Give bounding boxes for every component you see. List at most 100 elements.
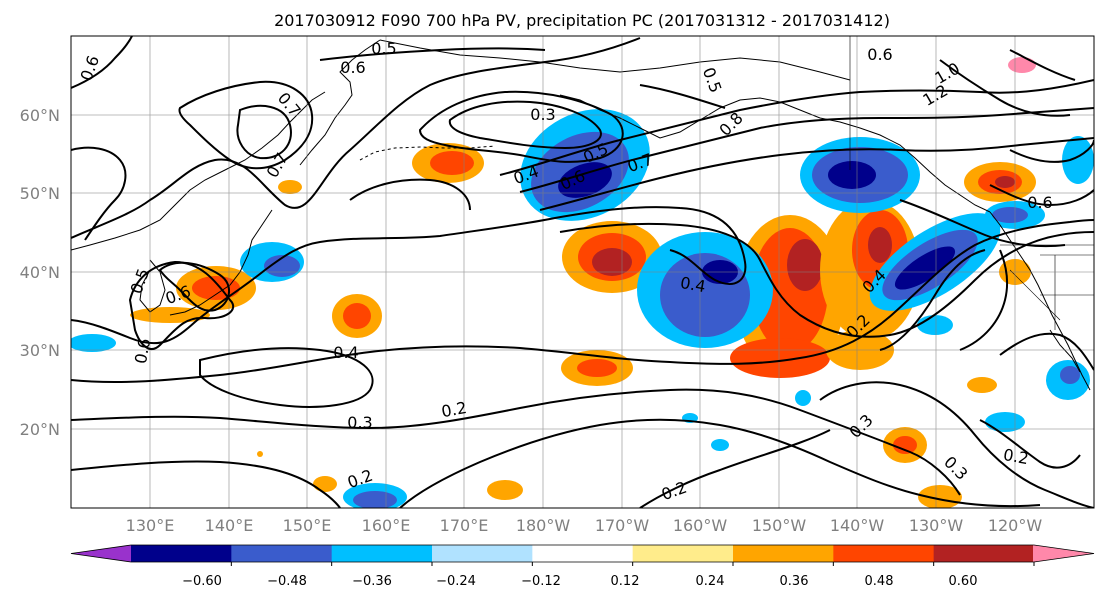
pv-contour — [979, 419, 1081, 469]
lat-label: 30°N — [20, 341, 60, 360]
map-title: 2017030912 F090 700 hPa PV, precipitatio… — [274, 11, 890, 30]
pv-contour — [1009, 139, 1094, 163]
pv-contour — [418, 90, 624, 163]
precip-positive-area — [787, 239, 823, 291]
pv-contour — [959, 249, 1009, 351]
lat-label: 60°N — [20, 106, 60, 125]
colorbar-tick-label: −0.24 — [436, 574, 476, 589]
precip-negative-area — [992, 207, 1028, 223]
precip-negative-area — [828, 161, 876, 189]
lon-label: 140°E — [205, 516, 254, 535]
colorbar-segment — [632, 545, 734, 562]
precip-negative-area — [1008, 57, 1036, 73]
pv-contour — [199, 347, 374, 408]
colorbar-tick-label: 0.48 — [865, 574, 894, 589]
lon-label: 130°E — [126, 516, 175, 535]
colorbar-tick-label: −0.36 — [352, 574, 392, 589]
lon-labels: 130°E 140°E 150°E 160°E 170°E 180°W 170°… — [126, 516, 1043, 535]
coastline-alaska — [379, 39, 851, 81]
colorbar-segment — [833, 545, 935, 562]
lon-label: 180°W — [516, 516, 571, 535]
colorbar-segment — [733, 545, 834, 562]
precip-negative-area — [353, 491, 397, 508]
borders — [849, 36, 1094, 330]
lon-label: 140°W — [830, 516, 885, 535]
pv-contour — [559, 222, 1094, 338]
pv-contour — [128, 260, 235, 350]
contour-label: 0.5 — [371, 39, 396, 58]
colorbar-segment — [131, 545, 232, 562]
lon-label: 120°W — [988, 516, 1043, 535]
pv-contour — [448, 100, 602, 150]
pv-contour — [71, 36, 133, 89]
lon-label: 160°W — [673, 516, 728, 535]
pv-contour — [819, 381, 1094, 508]
precip-negative-area — [795, 390, 811, 406]
colorbar-ticks — [230, 562, 1035, 566]
contour-label: 0.4 — [333, 343, 358, 362]
pv-contour — [639, 429, 831, 508]
precip-positive-area — [430, 151, 474, 175]
contour-label: 0.2 — [1002, 445, 1030, 468]
pv-contour — [71, 388, 961, 496]
lat-label: 20°N — [20, 420, 60, 439]
coastline-aleutians — [359, 145, 496, 161]
colorbar-tick-label: −0.48 — [267, 574, 307, 589]
precip-negative-area — [711, 439, 729, 451]
pv-contour — [519, 107, 1094, 193]
pv-contour — [539, 137, 1094, 211]
contour-label: 0.3 — [347, 413, 372, 432]
precip-positive-area — [487, 480, 523, 500]
colorbar: −0.60 −0.48 −0.36 −0.24 −0.12 0.12 0.24 … — [70, 544, 1095, 589]
pv-contours — [71, 36, 1094, 508]
pv-contour — [71, 146, 127, 241]
colorbar-extend-max — [1033, 545, 1094, 562]
pv-contour — [71, 206, 747, 345]
colorbar-segment — [231, 545, 333, 562]
colorbar-segments — [70, 544, 1095, 563]
contour-label: 0.6 — [340, 58, 365, 77]
precip-positive-area — [278, 180, 302, 194]
pv-contour — [71, 460, 341, 508]
pv-contour — [639, 84, 726, 109]
pv-contour — [349, 178, 471, 211]
coastline-japan — [169, 209, 273, 316]
coastline-korea — [139, 259, 166, 313]
colorbar-segment — [331, 545, 433, 562]
coastline-alaska-south — [559, 94, 991, 213]
pv-contour — [1009, 49, 1076, 81]
pv-contour — [989, 184, 1094, 207]
map-layer: 0.5 0.6 0.6 0.6 0.7 0.7 0.3 0.4 0.6 0.5 … — [71, 36, 1094, 508]
precip-positive-area — [730, 338, 830, 378]
pv-contour — [939, 59, 1071, 117]
coastlines — [71, 39, 1091, 391]
lon-label: 130°W — [909, 516, 964, 535]
precip-negative-area — [71, 334, 116, 352]
precip-positive-area — [192, 276, 240, 300]
pv-contour — [319, 47, 546, 61]
lon-label: 160°E — [362, 516, 411, 535]
contour-label: 0.6 — [867, 45, 892, 64]
precip-positive-area — [967, 377, 997, 393]
lon-label: 170°W — [595, 516, 650, 535]
colorbar-tick-label: 0.36 — [780, 574, 809, 589]
pv-contour — [71, 219, 1094, 384]
lat-label: 40°N — [20, 263, 60, 282]
colorbar-outline — [70, 544, 1095, 563]
precip-negative-area — [558, 162, 612, 198]
map-frame — [70, 35, 1095, 509]
pv-contour — [158, 261, 230, 312]
colorbar-tick-labels: −0.60 −0.48 −0.36 −0.24 −0.12 0.12 0.24 … — [182, 574, 977, 589]
precip-negative-area — [1060, 366, 1080, 384]
pv-contour — [899, 199, 1066, 248]
colorbar-segment — [432, 545, 533, 562]
colorbar-tick-label: −0.60 — [182, 574, 222, 589]
contour-label: 0.6 — [1027, 193, 1052, 212]
colorbar-extend-min — [71, 545, 132, 562]
lat-label: 50°N — [20, 184, 60, 203]
lon-label: 150°W — [752, 516, 807, 535]
colorbar-tick-label: 0.24 — [696, 574, 725, 589]
pv-contour — [999, 332, 1094, 371]
pv-contour — [236, 104, 292, 160]
colorbar-tick-label: 0.12 — [611, 574, 640, 589]
